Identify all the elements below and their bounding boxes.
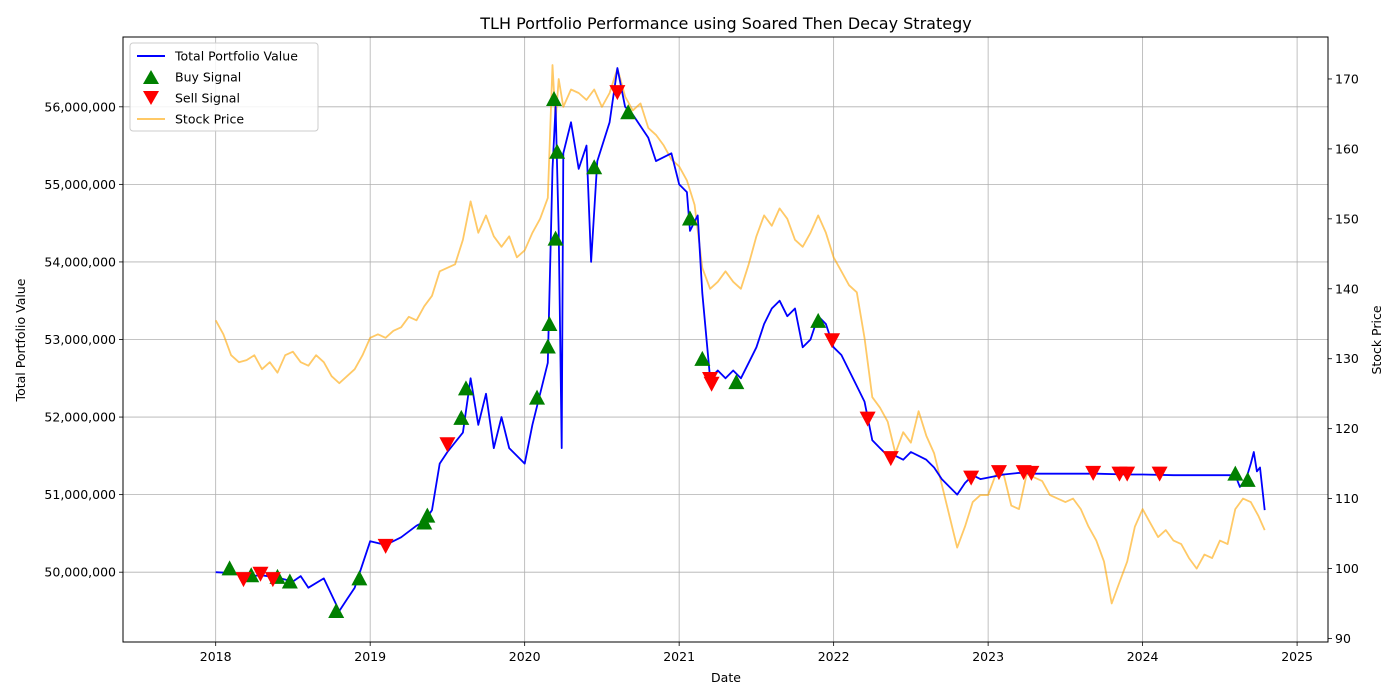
buy-signal-marker	[453, 409, 470, 425]
buy-signal-marker	[547, 230, 564, 246]
sell-signal-marker	[439, 437, 456, 453]
sell-signal-marker	[859, 411, 876, 427]
stock-price-series	[214, 64, 1266, 605]
sell-signal-marker	[377, 538, 394, 554]
x-tick-label: 2018	[200, 649, 232, 664]
y-axis-label: Total Portfolio Value	[13, 278, 28, 402]
y2-tick-label: 170	[1335, 71, 1359, 86]
y-tick-label: 53,000,000	[44, 332, 116, 347]
grid-lines	[123, 37, 1328, 642]
buy-signal-marker	[681, 210, 698, 226]
x-tick-label: 2024	[1127, 649, 1159, 664]
sell-signal-marker	[1023, 465, 1040, 481]
y-tick-label: 55,000,000	[44, 177, 116, 192]
y-tick-label: 54,000,000	[44, 254, 116, 269]
y-tick-label: 52,000,000	[44, 410, 116, 425]
sell-signal-marker	[252, 566, 269, 582]
buy-signal-marker	[1239, 471, 1256, 487]
legend: Total Portfolio Value Buy Signal Sell Si…	[129, 42, 319, 132]
sell-signal-marker	[1085, 465, 1102, 481]
buy-signal-marker	[620, 104, 637, 120]
y2-tick-label: 120	[1335, 421, 1359, 436]
buy-signal-marker	[419, 507, 436, 523]
x-tick-label: 2021	[663, 649, 695, 664]
x-tick-label: 2019	[354, 649, 386, 664]
legend-label-portfolio: Total Portfolio Value	[174, 49, 298, 64]
buy-signal-marker	[221, 560, 238, 576]
y2-tick-label: 90	[1335, 631, 1351, 646]
sell-signal-marker	[609, 85, 626, 101]
y2-tick-label: 130	[1335, 351, 1359, 366]
buy-signal-marker	[694, 350, 711, 366]
buy-signal-marker	[586, 159, 603, 175]
y-tick-label: 51,000,000	[44, 487, 116, 502]
sell-signal-marker	[990, 465, 1007, 481]
sell-signal-marker	[882, 451, 899, 467]
buy-signal-marker	[728, 374, 745, 390]
stock-price-line	[214, 64, 1266, 605]
y2-tick-label: 150	[1335, 211, 1359, 226]
sell-signal-marker	[963, 470, 980, 486]
sell-signal-marker	[1151, 466, 1168, 482]
sell-signal-marker	[1119, 466, 1136, 482]
buy-signal-marker	[351, 570, 368, 586]
x-tick-label: 2022	[818, 649, 850, 664]
legend-label-stock: Stock Price	[175, 112, 244, 127]
x-tick-label: 2023	[972, 649, 1004, 664]
buy-signal-marker	[281, 573, 298, 589]
y2-tick-label: 100	[1335, 561, 1359, 576]
sell-signal-marker	[264, 572, 281, 588]
x-axis-label: Date	[711, 670, 741, 685]
y-tick-label: 56,000,000	[44, 99, 116, 114]
buy-signal-marker	[1227, 465, 1244, 481]
sell-signal-marker	[824, 333, 841, 349]
buy-signal-marker	[457, 380, 474, 396]
axis-ticks: 2018 2019 2020 2021 2022 2023 2024 2025 50,000,0…	[44, 71, 1358, 664]
buy-signal-marker	[546, 91, 563, 107]
x-tick-label: 2020	[509, 649, 541, 664]
buy-signal-marker	[328, 602, 345, 618]
buy-signal-marker	[529, 389, 546, 405]
buy-signal-marker	[549, 143, 566, 159]
y2-axis-label: Stock Price	[1369, 305, 1384, 374]
y-tick-label: 50,000,000	[44, 565, 116, 580]
legend-box	[129, 42, 319, 132]
buy-signal-marker	[539, 338, 556, 354]
legend-sell-swatch	[143, 91, 159, 105]
y2-tick-label: 110	[1335, 491, 1359, 506]
sell-signal-marker	[235, 572, 252, 588]
legend-label-buy: Buy Signal	[175, 70, 241, 85]
x-tick-label: 2025	[1281, 649, 1313, 664]
legend-buy-swatch	[143, 70, 159, 84]
sell-signal-marker	[703, 376, 720, 392]
chart-title: TLH Portfolio Performance using Soared T…	[479, 14, 971, 33]
y2-tick-label: 160	[1335, 141, 1359, 156]
buy-signal-marker	[810, 312, 827, 328]
buy-signal-marker	[541, 315, 558, 331]
y2-tick-label: 140	[1335, 281, 1359, 296]
signal-markers	[221, 85, 1256, 618]
legend-label-sell: Sell Signal	[175, 91, 240, 106]
